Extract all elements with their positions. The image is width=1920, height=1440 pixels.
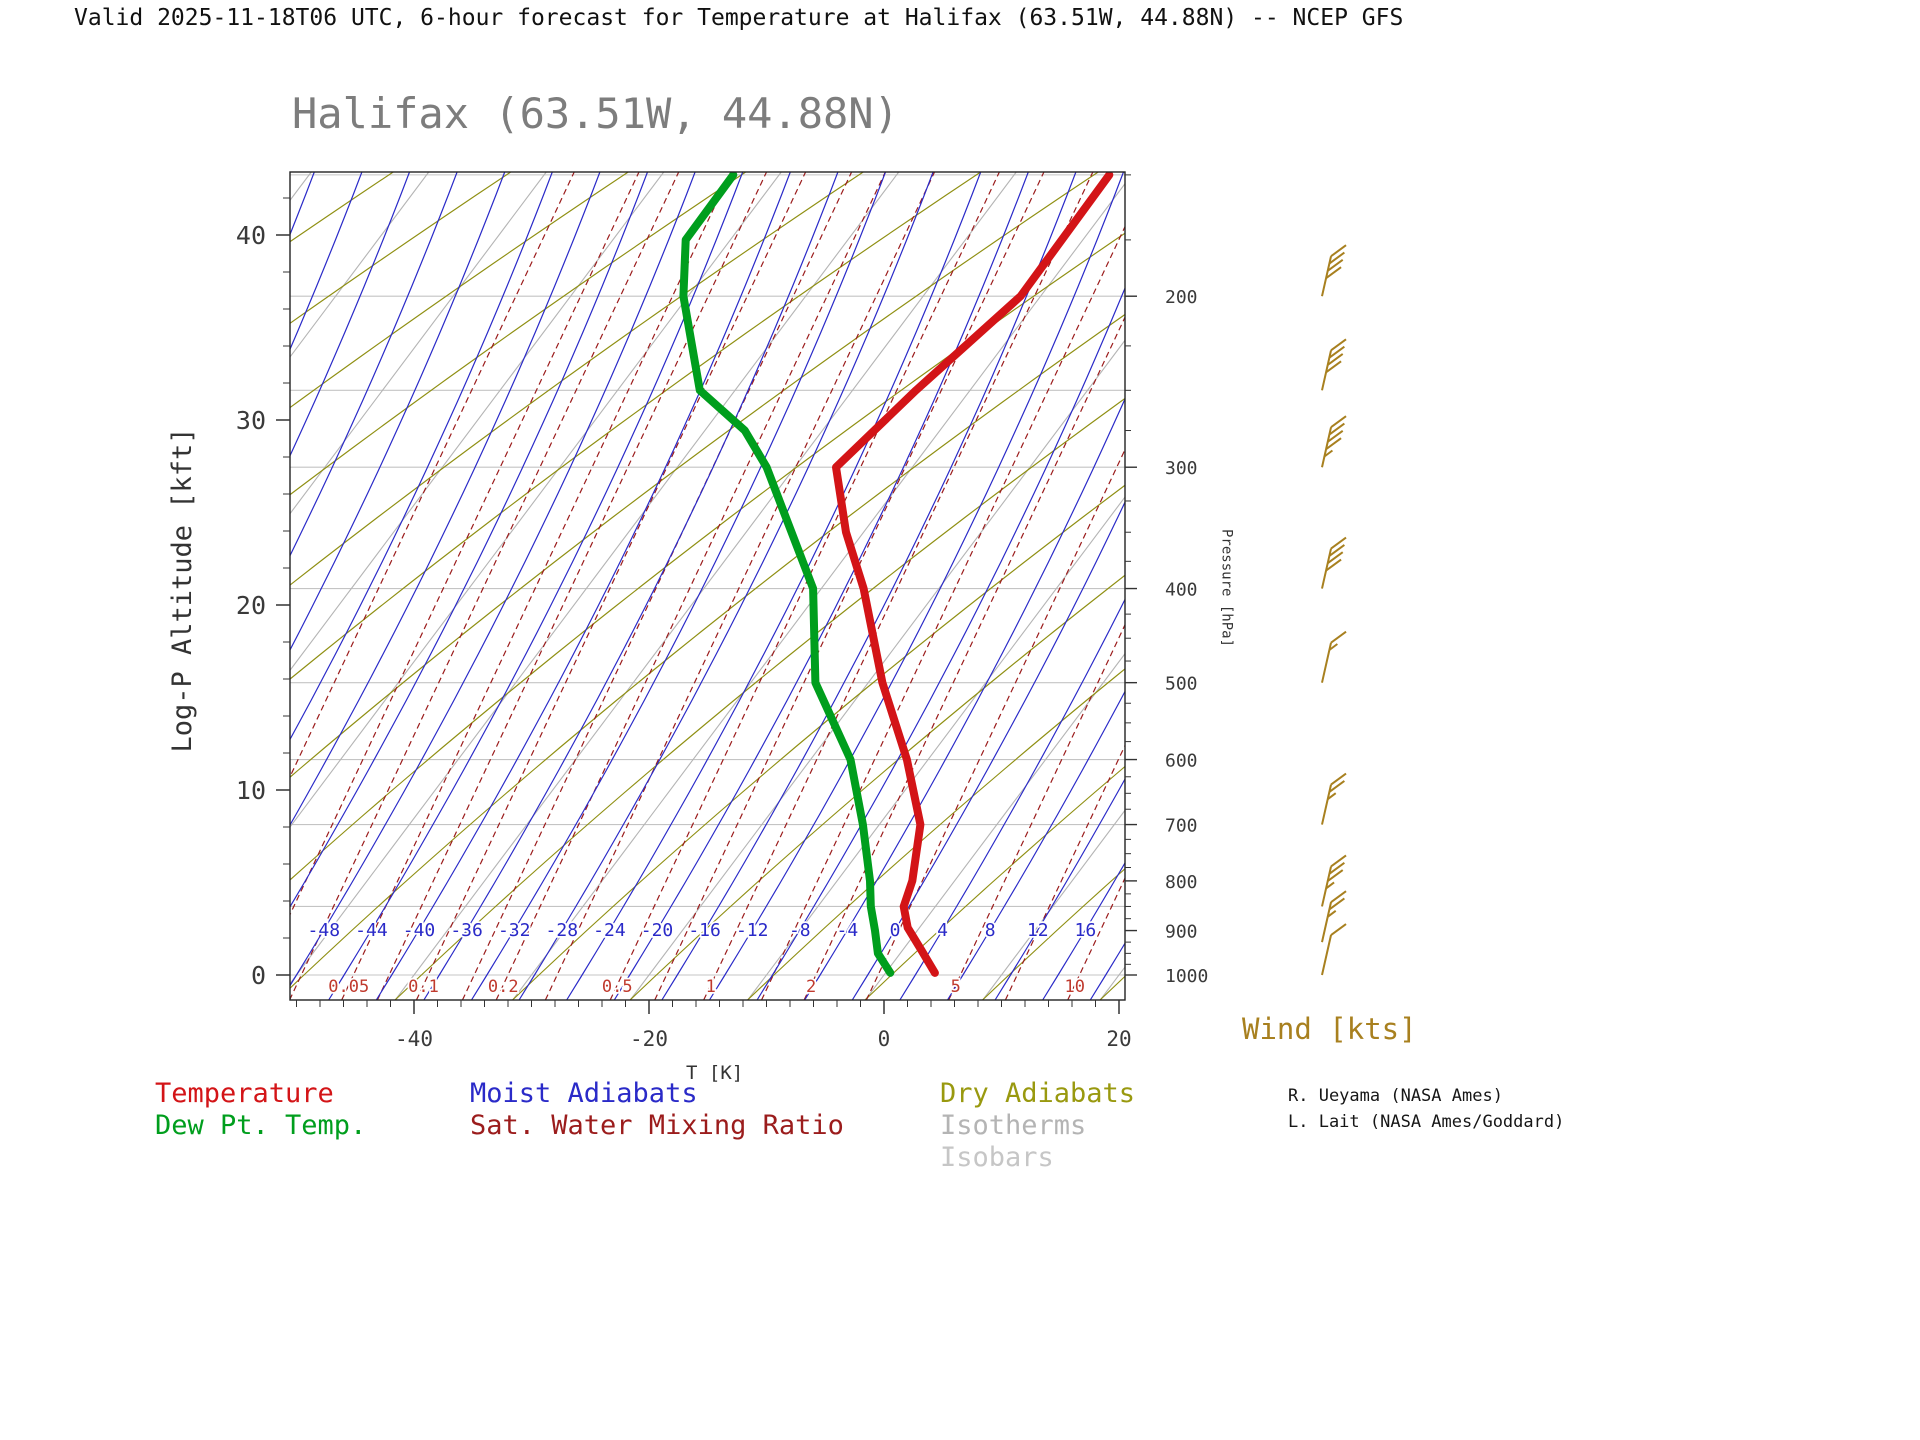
y-right-axis-title: Pressure [hPa] [1218, 528, 1235, 648]
svg-text:12: 12 [1027, 920, 1049, 941]
dewpoint-trace [679, 172, 895, 977]
svg-text:10: 10 [1065, 977, 1085, 997]
svg-text:0.5: 0.5 [602, 977, 633, 997]
credit-line-2: L. Lait (NASA Ames/Goddard) [1288, 1112, 1565, 1132]
x-axis-ticks: -40 -20 0 20 [296, 1000, 1132, 1051]
svg-text:8: 8 [985, 920, 996, 941]
svg-text:-48: -48 [308, 920, 341, 941]
moist-adiabat-labels: -48 -44 -40 -36 -32 -28 -24 -20 -16 -12 -8 -4 0 4 8 12 1… [306, 918, 1098, 943]
svg-text:1000: 1000 [1165, 966, 1208, 987]
plot-border [289, 171, 1126, 1001]
legend-dew-point: Dew Pt. Temp. [155, 1110, 367, 1141]
svg-text:0: 0 [878, 1027, 891, 1051]
svg-text:-12: -12 [736, 920, 769, 941]
legend-mixing-ratio: Sat. Water Mixing Ratio [470, 1110, 844, 1141]
svg-text:900: 900 [1165, 922, 1198, 943]
svg-text:500: 500 [1165, 674, 1198, 695]
svg-text:700: 700 [1165, 816, 1198, 837]
y-left-axis-title: Log-P Altitude [kft] [166, 427, 198, 753]
x-axis-title: T [K] [686, 1062, 744, 1084]
svg-text:0.05: 0.05 [328, 977, 369, 997]
svg-text:-40: -40 [403, 920, 436, 941]
mixing-ratio-labels: 0.05 0.1 0.2 0.5 1 2 5 10 [327, 975, 1087, 999]
svg-text:-44: -44 [355, 920, 388, 941]
svg-text:4: 4 [937, 920, 948, 941]
y-right-ticks: 200 300 400 500 600 700 800 900 1000 [1125, 174, 1208, 987]
svg-text:600: 600 [1165, 751, 1198, 772]
svg-text:-24: -24 [593, 920, 626, 941]
legend-dry-adiabats: Dry Adiabats [940, 1078, 1136, 1109]
svg-text:-20: -20 [630, 1027, 668, 1051]
svg-text:-28: -28 [546, 920, 579, 941]
svg-text:800: 800 [1165, 872, 1198, 893]
moist-adiabat-lines [290, 172, 1125, 1000]
chart-title: Halifax (63.51W, 44.88N) [292, 89, 899, 138]
wind-barbs [1321, 244, 1347, 976]
svg-text:16: 16 [1075, 920, 1097, 941]
svg-text:5: 5 [951, 977, 961, 997]
svg-text:-4: -4 [837, 920, 859, 941]
dry-adiabat-lines [290, 172, 1125, 1000]
svg-text:0: 0 [890, 920, 901, 941]
svg-text:1: 1 [706, 977, 716, 997]
isobar-lines [290, 174, 1125, 976]
svg-text:300: 300 [1165, 458, 1198, 479]
temperature-trace [832, 172, 1114, 977]
legend-moist-adiabats: Moist Adiabats [470, 1078, 698, 1109]
svg-text:200: 200 [1165, 287, 1198, 308]
svg-text:40: 40 [236, 221, 266, 250]
svg-text:20: 20 [1106, 1027, 1131, 1051]
legend-isobars: Isobars [940, 1142, 1054, 1173]
isotherm-lines [290, 172, 1125, 1000]
svg-text:-36: -36 [450, 920, 483, 941]
legend-temperature: Temperature [155, 1078, 334, 1109]
credit-line-1: R. Ueyama (NASA Ames) [1288, 1086, 1503, 1106]
wind-units-label: Wind [kts] [1242, 1012, 1417, 1046]
svg-text:-8: -8 [789, 920, 811, 941]
svg-text:0.1: 0.1 [408, 977, 439, 997]
svg-text:20: 20 [236, 591, 266, 620]
svg-text:2: 2 [806, 977, 816, 997]
svg-text:-40: -40 [395, 1027, 433, 1051]
svg-text:0: 0 [251, 961, 266, 990]
svg-text:-20: -20 [641, 920, 674, 941]
svg-text:400: 400 [1165, 580, 1198, 601]
valid-time-header: Valid 2025-11-18T06 UTC, 6-hour forecast… [74, 5, 1404, 31]
svg-text:10: 10 [236, 776, 266, 805]
legend-isotherms: Isotherms [940, 1110, 1087, 1141]
svg-text:0.2: 0.2 [488, 977, 519, 997]
y-left-ticks: 0 10 20 30 40 [236, 197, 290, 990]
svg-text:-16: -16 [688, 920, 721, 941]
svg-text:-32: -32 [498, 920, 531, 941]
svg-text:30: 30 [236, 406, 266, 435]
